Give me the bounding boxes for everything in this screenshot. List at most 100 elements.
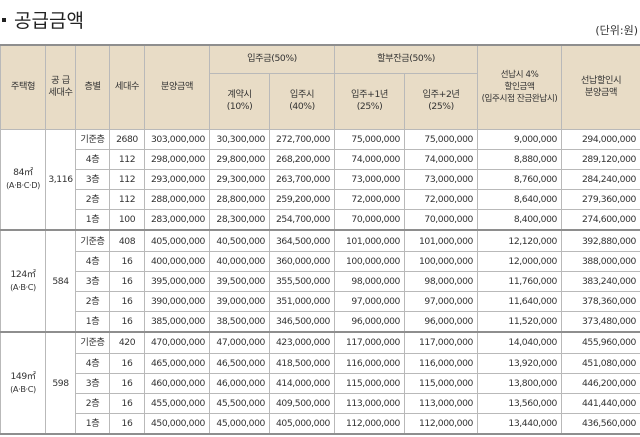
after1-cell: 97,000,000 xyxy=(334,290,405,313)
contract-cell: 39,500,000 xyxy=(209,270,270,293)
after2-cell: 75,000,000 xyxy=(404,128,478,150)
households-cell: 16 xyxy=(109,290,145,313)
after2-cell: 115,000,000 xyxy=(404,372,478,394)
contract-cell: 38,500,000 xyxy=(209,311,270,333)
prepay-price-cell: 392,880,000 xyxy=(561,229,640,252)
type-area: 124㎡ xyxy=(10,269,36,281)
price-cell: 303,000,000 xyxy=(144,128,210,150)
floor-cell: 기준층 xyxy=(75,229,110,252)
table-row: 1층 16 450,000,000 45,000,000 405,000,000 112,… xyxy=(1,413,640,435)
supply-price-table: 주택형 공 급 세대수 층별 세대수 분양금액 입주금(50%) 할부잔금(50… xyxy=(0,44,640,436)
price-cell: 460,000,000 xyxy=(144,372,210,394)
households-cell: 16 xyxy=(109,270,145,293)
floor-cell: 3층 xyxy=(75,168,110,191)
discount-cell: 8,880,000 xyxy=(477,148,562,170)
after1-cell: 112,000,000 xyxy=(334,413,405,435)
households-cell: 16 xyxy=(109,250,145,272)
price-cell: 390,000,000 xyxy=(144,290,210,313)
discount-cell: 13,800,000 xyxy=(477,372,562,394)
after1-cell: 117,000,000 xyxy=(334,331,405,354)
move-in-cell: 364,500,000 xyxy=(269,229,335,252)
after1-cell: 73,000,000 xyxy=(334,168,405,191)
header-prepay-discount: 선납시 4% 할인금액 (입주시점 잔금완납시) xyxy=(477,44,562,130)
header-households: 세대수 xyxy=(109,44,145,130)
table-row: 3층 16 395,000,000 39,500,000 355,500,000 98,0… xyxy=(1,270,640,293)
table-row: 2층 112 288,000,000 28,800,000 259,200,000 72,… xyxy=(1,189,640,211)
contract-cell: 46,500,000 xyxy=(209,352,270,374)
supply-units-cell: 598 xyxy=(45,331,76,435)
move-in-cell: 423,000,000 xyxy=(269,331,335,354)
table-row: 2층 16 455,000,000 45,500,000 409,500,000 113,… xyxy=(1,392,640,415)
header-move-in-group-text: 입주금(50%) xyxy=(247,53,297,65)
after2-cell: 98,000,000 xyxy=(404,270,478,293)
floor-cell: 기준층 xyxy=(75,128,110,150)
contract-cell: 45,000,000 xyxy=(209,413,270,435)
prepay-price-cell: 441,440,000 xyxy=(561,392,640,415)
header-supply-units-text: 공 급 세대수 xyxy=(48,75,73,99)
prepay-price-cell: 294,000,000 xyxy=(561,128,640,150)
move-in-cell: 263,700,000 xyxy=(269,168,335,191)
floor-cell: 3층 xyxy=(75,270,110,293)
discount-cell: 11,760,000 xyxy=(477,270,562,293)
households-cell: 16 xyxy=(109,372,145,394)
type-cell: 149㎡ (A·B·C) xyxy=(0,331,46,435)
contract-cell: 28,300,000 xyxy=(209,209,270,231)
after1-cell: 72,000,000 xyxy=(334,189,405,211)
header-prepay-price-text: 선납할인시 분양금액 xyxy=(580,75,622,99)
after2-cell: 116,000,000 xyxy=(404,352,478,374)
table-row: 3층 16 460,000,000 46,000,000 414,000,000 115,… xyxy=(1,372,640,394)
households-cell: 16 xyxy=(109,352,145,374)
header-balance-group-text: 할부잔금(50%) xyxy=(377,53,435,65)
header-contract: 계약시 (10%) xyxy=(209,72,270,130)
move-in-cell: 272,700,000 xyxy=(269,128,335,150)
header-move-in: 입주시 (40%) xyxy=(269,72,335,130)
prepay-price-cell: 455,960,000 xyxy=(561,331,640,354)
prepay-price-cell: 284,240,000 xyxy=(561,168,640,191)
table-row: 4층 112 298,000,000 29,800,000 268,200,000 74,… xyxy=(1,148,640,170)
move-in-cell: 346,500,000 xyxy=(269,311,335,333)
price-cell: 298,000,000 xyxy=(144,148,210,170)
households-cell: 420 xyxy=(109,331,145,354)
households-cell: 16 xyxy=(109,413,145,435)
price-cell: 470,000,000 xyxy=(144,331,210,354)
unit-label: (단위:원) xyxy=(595,24,638,37)
supply-units-cell: 584 xyxy=(45,229,76,333)
table-row: 149㎡ (A·B·C) 598 기준층 420 470,000,000 47,000,00… xyxy=(0,331,640,435)
header-price-text: 분양금액 xyxy=(160,81,194,93)
header-prepay-price: 선납할인시 분양금액 xyxy=(561,44,640,130)
prepay-price-cell: 274,600,000 xyxy=(561,209,640,231)
header-after2: 입주+2년 (25%) xyxy=(404,72,478,130)
price-cell: 400,000,000 xyxy=(144,250,210,272)
floor-cell: 4층 xyxy=(75,148,110,170)
header-floor-text: 층별 xyxy=(84,81,101,93)
after2-cell: 96,000,000 xyxy=(404,311,478,333)
after1-cell: 74,000,000 xyxy=(334,148,405,170)
floor-cell: 4층 xyxy=(75,352,110,374)
after2-cell: 74,000,000 xyxy=(404,148,478,170)
discount-cell: 14,040,000 xyxy=(477,331,562,354)
move-in-cell: 259,200,000 xyxy=(269,189,335,211)
prepay-price-cell: 378,360,000 xyxy=(561,290,640,313)
prepay-price-cell: 446,200,000 xyxy=(561,372,640,394)
type-variants: (A·B·C·D) xyxy=(6,180,40,191)
discount-cell: 11,520,000 xyxy=(477,311,562,333)
contract-cell: 29,800,000 xyxy=(209,148,270,170)
header-after2-text: 입주+2년 (25%) xyxy=(422,89,460,112)
table-row: 124㎡ (A·B·C) 584 기준층 408 405,000,000 40,500,00… xyxy=(0,229,640,333)
header-prepay-discount-text: 선납시 4% 할인금액 (입주시점 잔금완납시) xyxy=(481,70,558,105)
after2-cell: 112,000,000 xyxy=(404,413,478,435)
page-title-text: 공급금액 xyxy=(14,10,84,32)
table-body: 84㎡ (A·B·C·D) 3,116 기준층 2680 303,000,000 30,30… xyxy=(0,128,640,435)
bullet-icon xyxy=(2,17,6,22)
table-row: 2층 16 390,000,000 39,000,000 351,000,000 97,0… xyxy=(1,290,640,313)
after1-cell: 98,000,000 xyxy=(334,270,405,293)
header-contract-text: 계약시 (10%) xyxy=(226,89,253,112)
price-cell: 293,000,000 xyxy=(144,168,210,191)
price-cell: 405,000,000 xyxy=(144,229,210,252)
floor-cell: 3층 xyxy=(75,372,110,394)
after2-cell: 70,000,000 xyxy=(404,209,478,231)
move-in-cell: 414,000,000 xyxy=(269,372,335,394)
after1-cell: 70,000,000 xyxy=(334,209,405,231)
contract-cell: 30,300,000 xyxy=(209,128,270,150)
after2-cell: 117,000,000 xyxy=(404,331,478,354)
